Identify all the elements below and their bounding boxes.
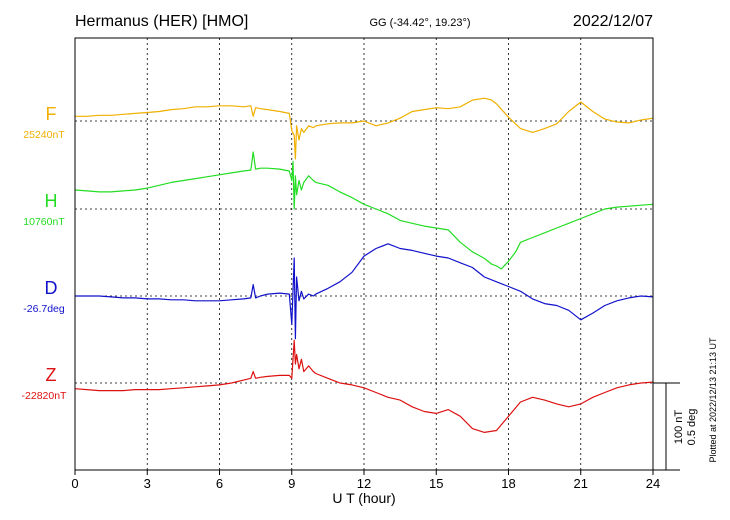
station-title: Hermanus (HER) [HMO] <box>75 13 248 30</box>
x-tick-label: 12 <box>357 476 371 491</box>
grid <box>146 38 582 470</box>
channel-baseline-D: -26.7deg <box>23 303 65 315</box>
channel-name-H: H <box>45 191 58 211</box>
channel-name-F: F <box>46 104 57 124</box>
baselines <box>75 120 653 384</box>
channel-baseline-F: 25240nT <box>23 129 65 141</box>
scale-bar: 100 nT 0.5 deg <box>653 382 698 471</box>
coords-title: GG (-34.42°, 19.23°) <box>369 17 470 29</box>
channel-name-D: D <box>45 278 58 298</box>
x-tick-label: 0 <box>71 476 78 491</box>
series-line-D <box>75 243 654 340</box>
scale-label-nt: 100 nT <box>673 410 685 445</box>
series-line-Z <box>74 339 654 433</box>
x-ticks: 0 3 6 9 12 15 18 21 24 <box>71 470 660 491</box>
x-tick-label: 6 <box>216 476 223 491</box>
x-axis-label: U T (hour) <box>332 490 395 506</box>
x-tick-label: 21 <box>574 476 588 491</box>
x-tick-label: 24 <box>646 476 660 491</box>
x-tick-label: 18 <box>501 476 515 491</box>
series-line-F <box>75 97 654 160</box>
x-tick-label: 3 <box>144 476 151 491</box>
channel-labels: F 25240nT H 10760nT D -26.7deg Z -22820nT <box>22 104 68 402</box>
plotted-note: Plotted at 2022/12/13 21:13 UT <box>708 337 718 463</box>
x-tick-label: 9 <box>288 476 295 491</box>
x-tick-label: 15 <box>429 476 443 491</box>
channel-baseline-H: 10760nT <box>23 216 65 228</box>
scale-label-deg: 0.5 deg <box>686 409 698 446</box>
channel-name-Z: Z <box>46 365 57 385</box>
date-title: 2022/12/07 <box>573 13 653 30</box>
series-lines <box>74 97 654 433</box>
channel-baseline-Z: -22820nT <box>22 390 68 402</box>
series-line-H <box>74 151 654 270</box>
